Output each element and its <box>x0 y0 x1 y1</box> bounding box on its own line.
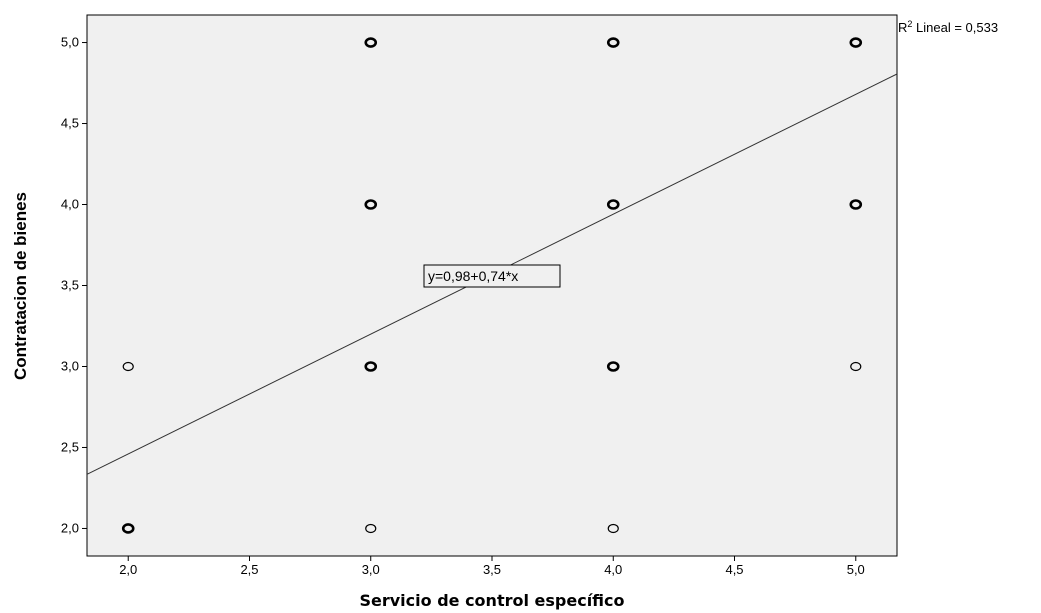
r-squared-text: Lineal = 0,533 <box>912 20 998 35</box>
data-point <box>364 199 378 210</box>
data-point <box>364 361 378 372</box>
y-axis-title: Contratacion de bienes <box>11 192 30 380</box>
r-squared-prefix: R <box>898 20 907 35</box>
data-point <box>606 199 620 210</box>
data-point <box>606 361 620 372</box>
y-tick-label: 3,5 <box>61 278 79 293</box>
data-point <box>121 523 135 534</box>
data-point <box>365 523 377 534</box>
data-point <box>849 37 863 48</box>
data-point <box>364 37 378 48</box>
data-point <box>850 361 862 372</box>
data-point <box>607 523 619 534</box>
x-tick-label: 4,5 <box>725 562 743 577</box>
equation-box <box>423 264 561 288</box>
x-tick-label: 4,0 <box>604 562 622 577</box>
axis-ticks: 2,0 2,5 3,0 3,5 4,0 4,5 5,0 2,0 2,5 3,0 3,5 4,0 4,5 5… <box>61 35 865 577</box>
r-squared-label: R2 Lineal = 0,533 <box>898 19 998 35</box>
y-tick-label: 5,0 <box>61 35 79 50</box>
x-tick-label: 5,0 <box>847 562 865 577</box>
data-point <box>122 361 134 372</box>
x-axis-title: Servicio de control específico <box>359 591 624 610</box>
x-tick-label: 3,5 <box>483 562 501 577</box>
equation-annotation: y=0,98+0,74*x <box>423 264 561 288</box>
y-tick-label: 4,5 <box>61 116 79 131</box>
x-tick-label: 2,0 <box>119 562 137 577</box>
data-point <box>849 199 863 210</box>
data-points <box>121 37 863 534</box>
data-point <box>606 37 620 48</box>
equation-label: y=0,98+0,74*x <box>428 268 518 284</box>
x-tick-label: 2,5 <box>240 562 258 577</box>
y-tick-label: 2,0 <box>61 520 79 535</box>
r-squared-superscript: 2 <box>907 19 912 29</box>
y-tick-label: 2,5 <box>61 439 79 454</box>
y-tick-label: 3,0 <box>61 358 79 373</box>
x-tick-label: 3,0 <box>362 562 380 577</box>
y-tick-label: 4,0 <box>61 197 79 212</box>
